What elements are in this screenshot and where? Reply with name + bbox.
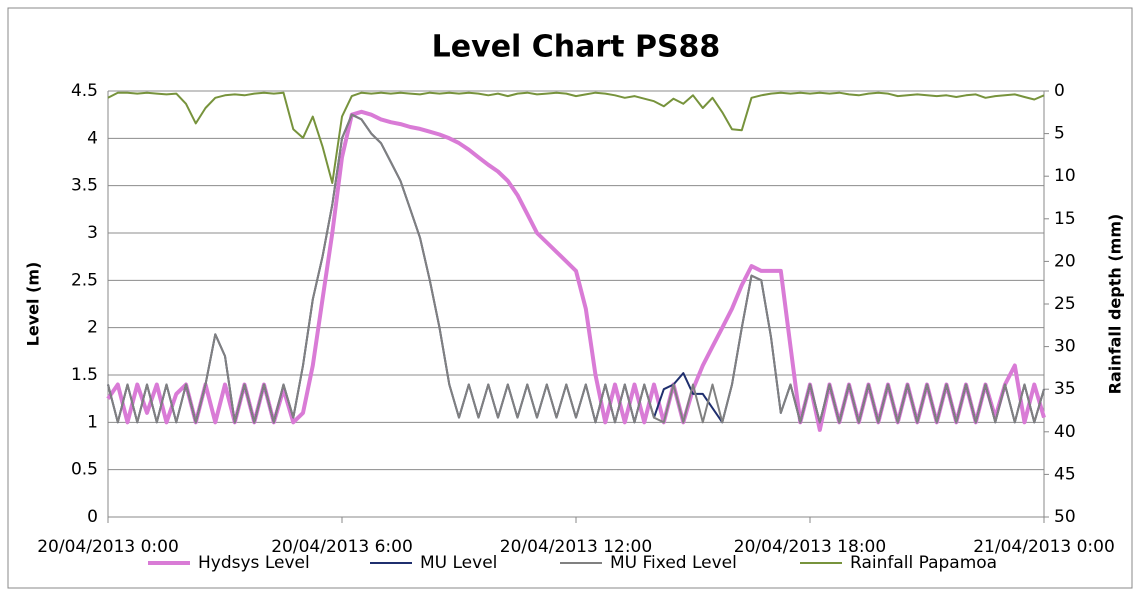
legend-label: Rainfall Papamoa <box>850 553 997 573</box>
y-tick-label: 2 <box>87 318 98 338</box>
x-tick-label: 21/04/2013 0:00 <box>973 537 1115 557</box>
x-tick-label: 20/04/2013 0:00 <box>37 537 179 557</box>
y-tick-label: 3 <box>87 223 98 243</box>
legend-label: Hydsys Level <box>198 553 310 573</box>
y-tick-label: 4.5 <box>71 81 98 101</box>
chart-title: Level Chart PS88 <box>432 30 721 65</box>
y2-tick-label: 5 <box>1054 124 1065 144</box>
y2-tick-label: 15 <box>1054 209 1076 229</box>
y2-axis-title: Rainfall depth (mm) <box>1106 214 1125 395</box>
series-line <box>107 91 1045 184</box>
y-tick-label: 0.5 <box>71 460 98 480</box>
y-tick-label: 1.5 <box>71 365 98 385</box>
y2-tick-label: 0 <box>1054 81 1065 101</box>
x-tick-label: 20/04/2013 6:00 <box>271 537 413 557</box>
y2-tick-label: 50 <box>1054 507 1076 527</box>
y2-tick-label: 45 <box>1054 464 1076 484</box>
y2-tick-label: 30 <box>1054 337 1076 357</box>
y-tick-label: 4 <box>87 128 98 148</box>
legend-label: MU Fixed Level <box>610 553 737 573</box>
chart-frame <box>7 7 1133 589</box>
y2-tick-label: 25 <box>1054 294 1076 314</box>
y2-tick-label: 20 <box>1054 251 1076 271</box>
y-tick-label: 0 <box>87 507 98 527</box>
y2-tick-label: 10 <box>1054 166 1076 186</box>
y-tick-label: 2.5 <box>71 270 98 290</box>
y2-tick-label: 40 <box>1054 422 1076 442</box>
legend-label: MU Level <box>420 553 497 573</box>
x-tick-label: 20/04/2013 18:00 <box>734 537 886 557</box>
y2-tick-label: 35 <box>1054 379 1076 399</box>
x-tick-label: 20/04/2013 12:00 <box>500 537 652 557</box>
y-tick-label: 3.5 <box>71 176 98 196</box>
y-axis-title: Level (m) <box>24 262 43 347</box>
series-line <box>107 113 1045 424</box>
y-tick-label: 1 <box>87 412 98 432</box>
